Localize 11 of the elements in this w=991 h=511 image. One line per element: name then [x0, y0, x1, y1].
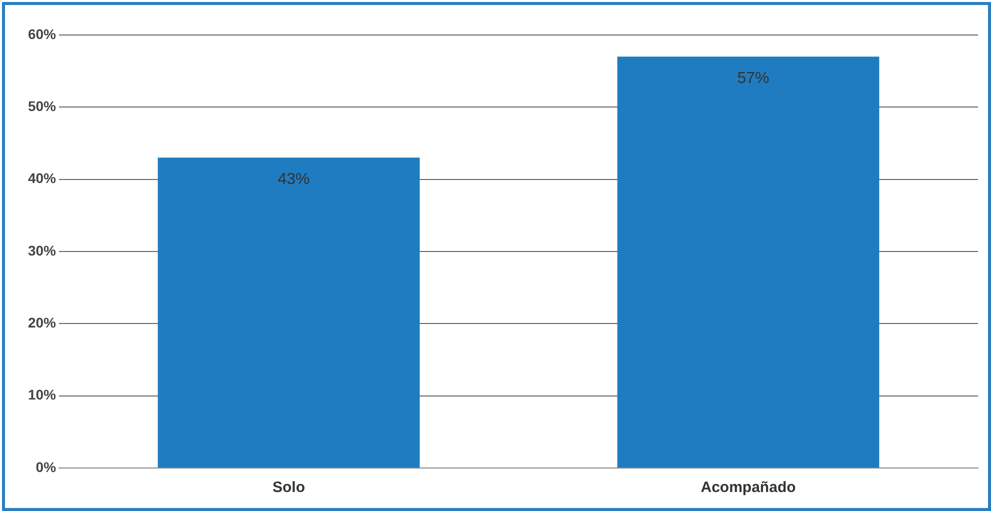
y-tick-label: 0%	[36, 458, 57, 475]
y-tick-label: 10%	[28, 386, 57, 403]
data-label: 57%	[737, 70, 770, 88]
y-tick-label: 30%	[28, 242, 57, 258]
x-tick-label: Solo	[272, 479, 306, 496]
y-tick-label: 60%	[28, 26, 57, 42]
data-label: 43%	[278, 171, 310, 188]
y-tick-label: 50%	[28, 98, 57, 114]
y-tick-label: 40%	[28, 170, 57, 186]
x-tick-label: Acompañado	[700, 479, 796, 496]
y-tick-label: 20%	[28, 314, 57, 331]
